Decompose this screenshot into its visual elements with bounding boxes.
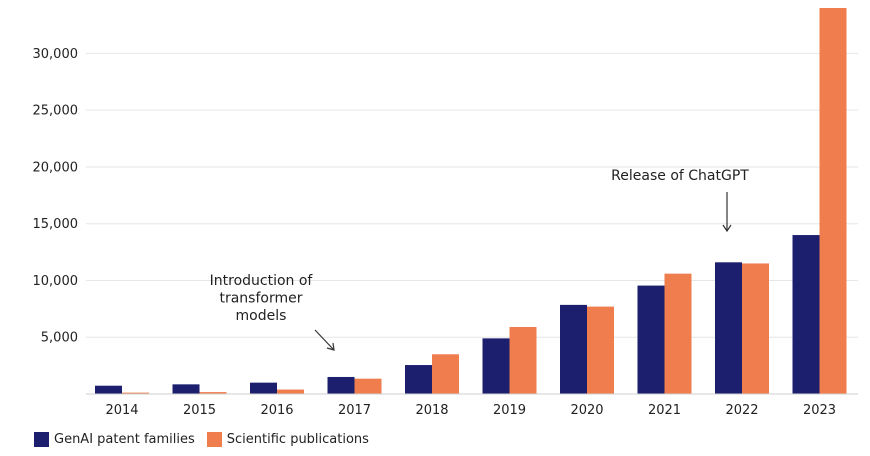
bar-publications-2022: [742, 263, 769, 394]
bar-patents-2019: [482, 338, 510, 394]
bar-patents-2020: [560, 304, 587, 394]
bar-publications-2017: [354, 378, 382, 394]
bar-publications-2015: [199, 392, 227, 394]
bar-publications-2018: [432, 354, 459, 394]
x-tick-label: 2023: [803, 403, 836, 418]
annotation-transformer-label: Introduction of transformer models: [210, 273, 314, 324]
y-tick-label: 25,000: [33, 104, 79, 119]
x-tick-label: 2018: [415, 403, 448, 418]
bar-patents-2017: [327, 376, 355, 394]
bar-patents-2021: [637, 285, 665, 394]
bar-publications-2021: [664, 273, 692, 394]
legend-label-patents: GenAI patent families: [54, 432, 195, 447]
x-tick-label: 2022: [725, 403, 758, 418]
bar-patents-2016: [250, 382, 277, 394]
annotation-transformer-arrow: [314, 329, 334, 350]
annotation-transformer-arrowhead: [326, 342, 335, 351]
x-tick-label: 2021: [648, 403, 681, 418]
bar-publications-2016: [277, 389, 304, 394]
x-axis-ticks: 2014 2015 2016 2017 2018 2019 2020 2021 2022 2023: [105, 403, 836, 418]
y-tick-label: 10,000: [33, 274, 79, 289]
bar-patents-2023: [792, 235, 820, 394]
y-tick-label: 15,000: [33, 217, 79, 232]
y-tick-label: 20,000: [33, 160, 79, 175]
legend-item-publications: Scientific publications: [206, 432, 369, 447]
y-tick-label: 30,000: [33, 47, 79, 62]
bar-publications-2014: [122, 392, 149, 394]
x-tick-label: 2014: [105, 403, 138, 418]
annotation-chatgpt-label: Release of ChatGPT: [611, 168, 749, 184]
x-tick-label: 2017: [338, 403, 371, 418]
bar-publications-2020: [587, 306, 614, 394]
bar-patents-2022: [715, 262, 742, 394]
x-tick-label: 2016: [260, 403, 293, 418]
y-axis-ticks: 5,000 10,000 15,000 20,000 25,000 30,000: [33, 47, 79, 346]
x-tick-label: 2019: [493, 403, 526, 418]
annotations: Introduction of transformer models Release …: [210, 168, 749, 351]
x-tick-label: 2020: [570, 403, 603, 418]
bar-patents-2015: [172, 384, 200, 394]
legend: GenAI patent families Scientific publica…: [34, 432, 381, 447]
bar-publications-2023: [819, 8, 847, 394]
legend-swatch-patents: [34, 432, 49, 447]
legend-item-patents: GenAI patent families: [34, 432, 195, 447]
bar-patents-2018: [405, 365, 432, 394]
legend-label-publications: Scientific publications: [226, 432, 369, 447]
y-tick-label: 5,000: [41, 331, 78, 346]
bar-publications-2019: [509, 327, 537, 394]
bars: [95, 8, 847, 394]
bar-patents-2014: [95, 385, 122, 394]
legend-swatch-publications: [206, 432, 222, 447]
x-tick-label: 2015: [183, 403, 216, 418]
annotation-chatgpt-arrowhead: [722, 224, 732, 233]
